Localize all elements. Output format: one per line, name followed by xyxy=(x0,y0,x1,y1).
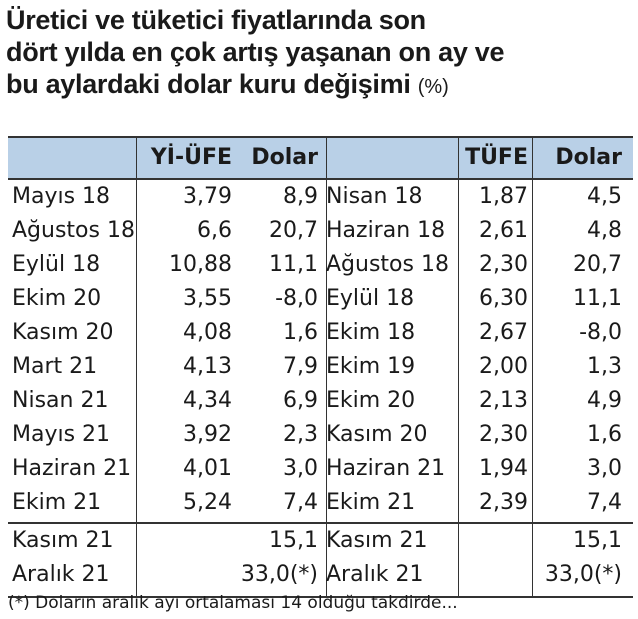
row-value: 2,3 xyxy=(283,422,318,447)
row-value: 20,7 xyxy=(573,252,622,277)
row-value: 2,67 xyxy=(479,320,528,345)
row-month: Haziran 21 xyxy=(12,456,132,481)
row-value: 11,1 xyxy=(573,286,622,311)
column-header: Dolar xyxy=(251,145,318,170)
row-value: 6,30 xyxy=(479,286,528,311)
row-month: Mayıs 18 xyxy=(12,184,111,209)
row-value: 4,08 xyxy=(183,320,232,345)
row-value: 4,13 xyxy=(183,354,232,379)
row-month: Eylül 18 xyxy=(12,252,101,277)
row-value: 4,9 xyxy=(587,388,622,413)
table-column-rule xyxy=(326,136,327,596)
table-column-rule xyxy=(458,136,459,596)
row-value: 3,0 xyxy=(283,456,318,481)
title-line-1: Üretici ve tüketici fiyatlarında son xyxy=(6,5,426,35)
row-value: 20,7 xyxy=(269,218,318,243)
row-value: 2,00 xyxy=(479,354,528,379)
row-month: Ağustos 18 xyxy=(12,218,135,243)
footnote: (*) Doların aralık ayı ortalaması 14 old… xyxy=(8,593,458,613)
row-value: 6,9 xyxy=(283,388,318,413)
row-month: Kasım 20 xyxy=(326,422,428,447)
extra-row-month: Kasım 21 xyxy=(326,528,428,553)
page-title: Üretici ve tüketici fiyatlarında son dör… xyxy=(6,4,632,103)
table-column-rule xyxy=(532,136,533,596)
row-value: 1,94 xyxy=(479,456,528,481)
row-value: 3,79 xyxy=(183,184,232,209)
extra-row-value: 15,1 xyxy=(573,528,622,553)
row-value: 6,6 xyxy=(197,218,232,243)
row-value: 4,5 xyxy=(587,184,622,209)
column-header: TÜFE xyxy=(465,145,528,170)
row-value: 7,4 xyxy=(587,490,622,515)
row-month: Ekim 20 xyxy=(12,286,102,311)
extra-row-value: 33,0(*) xyxy=(544,562,622,587)
row-value: 5,24 xyxy=(183,490,232,515)
row-month: Eylül 18 xyxy=(326,286,415,311)
row-value: 2,13 xyxy=(479,388,528,413)
row-month: Ağustos 18 xyxy=(326,252,449,277)
row-value: 2,30 xyxy=(479,422,528,447)
row-month: Mayıs 21 xyxy=(12,422,111,447)
column-header: Yİ-ÜFE xyxy=(150,145,232,170)
row-month: Ekim 18 xyxy=(326,320,416,345)
row-value: 4,34 xyxy=(183,388,232,413)
extra-row-month: Aralık 21 xyxy=(326,562,424,587)
row-value: 10,88 xyxy=(169,252,232,277)
row-value: 3,55 xyxy=(183,286,232,311)
row-value: 2,61 xyxy=(479,218,528,243)
row-value: 1,6 xyxy=(587,422,622,447)
row-month: Kasım 20 xyxy=(12,320,114,345)
row-value: 1,6 xyxy=(283,320,318,345)
row-value: 2,30 xyxy=(479,252,528,277)
row-value: -8,0 xyxy=(275,286,318,311)
table-header-background xyxy=(8,136,633,178)
table-extra-rule xyxy=(8,522,633,524)
row-value: 4,8 xyxy=(587,218,622,243)
extra-row-month: Kasım 21 xyxy=(12,528,114,553)
row-month: Mart 21 xyxy=(12,354,98,379)
row-month: Haziran 18 xyxy=(326,218,446,243)
row-value: 3,0 xyxy=(587,456,622,481)
row-month: Nisan 21 xyxy=(12,388,109,413)
extra-row-value: 33,0(*) xyxy=(240,562,318,587)
extra-row-value: 15,1 xyxy=(269,528,318,553)
column-header: Dolar xyxy=(555,145,622,170)
row-value: -8,0 xyxy=(579,320,622,345)
row-value: 11,1 xyxy=(269,252,318,277)
row-value: 4,01 xyxy=(183,456,232,481)
row-value: 7,9 xyxy=(283,354,318,379)
row-value: 8,9 xyxy=(283,184,318,209)
row-month: Ekim 20 xyxy=(326,388,416,413)
row-month: Nisan 18 xyxy=(326,184,423,209)
table-header-rule xyxy=(8,178,633,180)
row-month: Ekim 21 xyxy=(326,490,416,515)
row-month: Ekim 21 xyxy=(12,490,102,515)
extra-row-month: Aralık 21 xyxy=(12,562,110,587)
title-unit: (%) xyxy=(417,76,449,98)
title-line-3-text: bu aylardaki dolar kuru değişimi xyxy=(6,69,411,99)
row-value: 3,92 xyxy=(183,422,232,447)
table-column-rule xyxy=(136,136,137,596)
row-value: 2,39 xyxy=(479,490,528,515)
row-month: Ekim 19 xyxy=(326,354,416,379)
title-line-2: dört yılda en çok artış yaşanan on ay ve xyxy=(6,37,505,67)
table-top-rule xyxy=(8,136,633,138)
data-table: Yİ-ÜFE Dolar TÜFE Dolar Mayıs 18 3,79 8,9 Nisan… xyxy=(8,136,633,598)
row-value: 1,87 xyxy=(479,184,528,209)
table-bottom-rule xyxy=(8,596,633,598)
title-line-3: bu aylardaki dolar kuru değişimi (%) xyxy=(6,68,632,103)
row-month: Haziran 21 xyxy=(326,456,446,481)
row-value: 1,3 xyxy=(587,354,622,379)
row-value: 7,4 xyxy=(283,490,318,515)
